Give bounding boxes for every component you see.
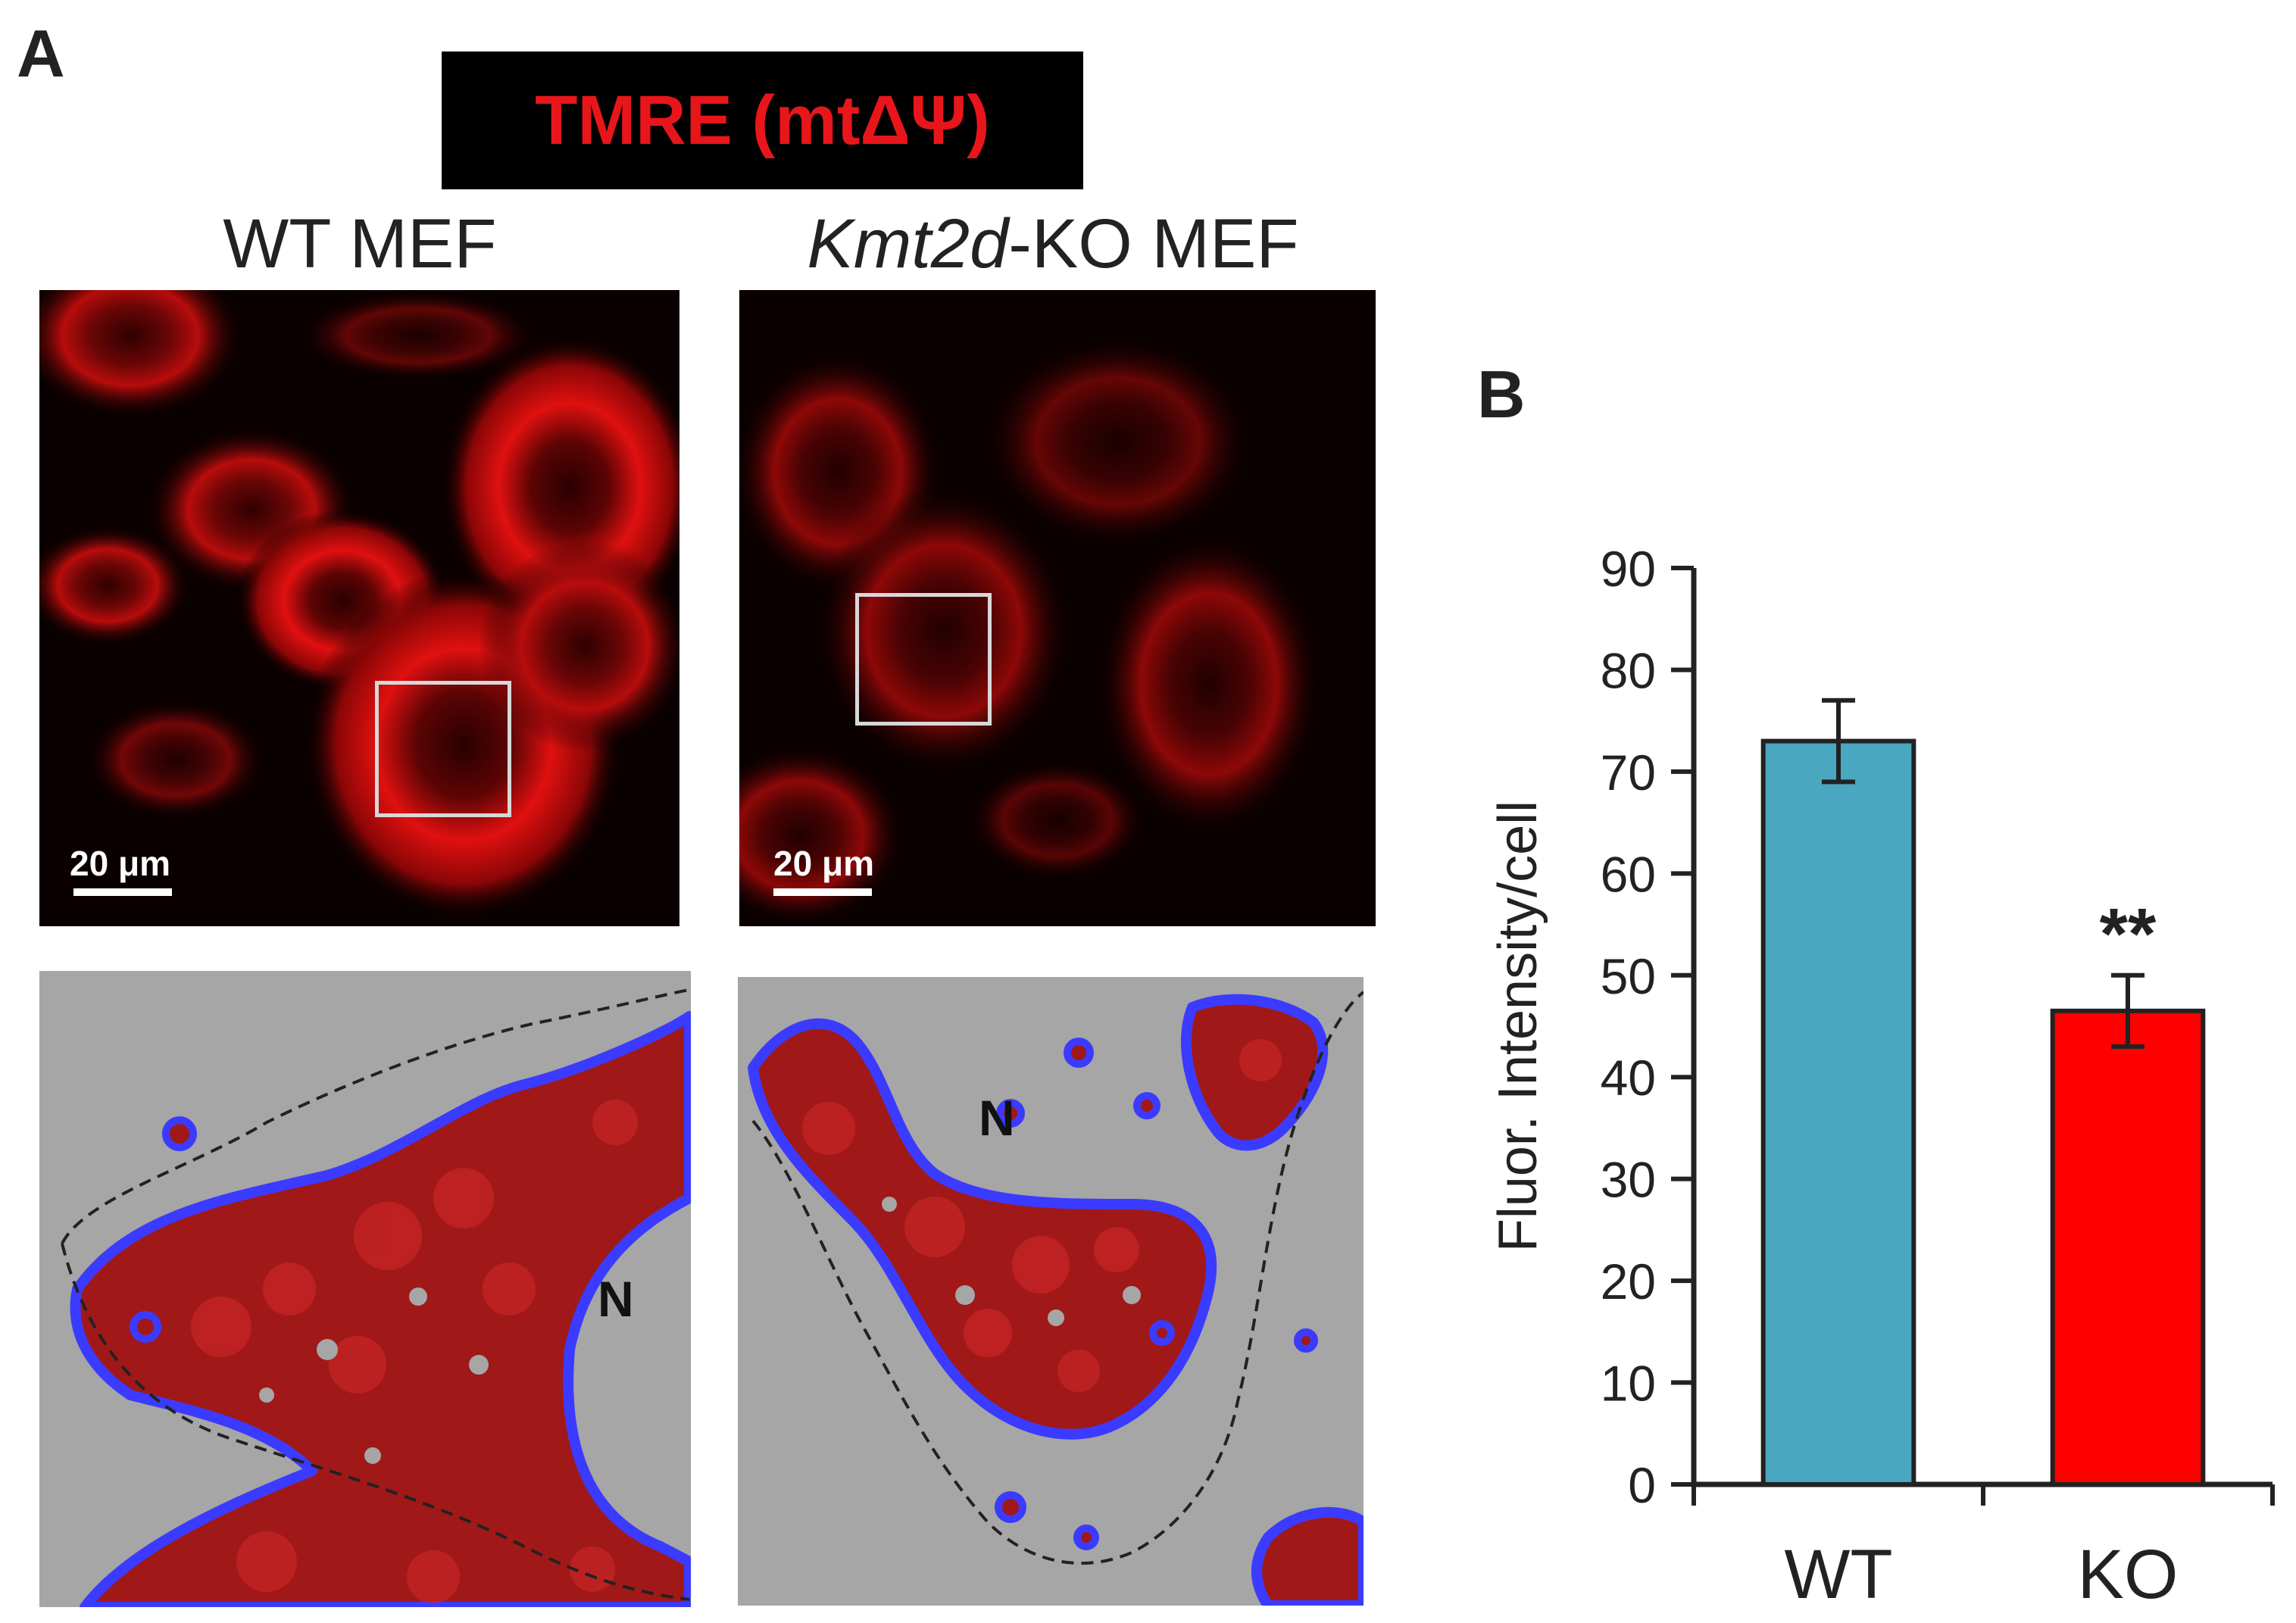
stain-title: TMRE (mtΔΨ) [535, 81, 990, 159]
panel-b-letter: B [1477, 357, 1526, 432]
bar-wt [1760, 738, 1916, 1487]
y-tick-label-9: 90 [1601, 541, 1656, 597]
bar-chart: 0 10 20 30 40 50 60 70 80 90 Fluor. Intensity/cell… [1488, 541, 2275, 1613]
y-tick-label-6: 60 [1601, 846, 1656, 902]
ko-zoom-panel: N [738, 977, 1364, 1606]
stain-title-box: TMRE (mtΔΨ) [442, 51, 1083, 189]
ko-roi-box [855, 593, 992, 726]
wt-micrograph-cells [39, 290, 679, 919]
wt-nucleus-label: N [598, 1271, 634, 1327]
wt-zoom-mitochondria [61, 988, 691, 1607]
ko-zoom-mitochondria [748, 991, 1364, 1606]
y-tick-label-5: 50 [1601, 948, 1656, 1004]
wt-zoom-panel: N [39, 971, 691, 1607]
ko-gene-name: Kmt2d [807, 205, 1009, 282]
bar-ko [2050, 1008, 2206, 1487]
y-tick-label-1: 10 [1601, 1356, 1656, 1412]
ko-scalebar [773, 888, 872, 896]
wt-scalebar-label: 20 μm [70, 844, 170, 883]
x-category-label-ko: KO [2078, 1536, 2179, 1613]
wt-scalebar [73, 888, 172, 896]
ko-column-label: Kmt2d-KO MEF [758, 204, 1348, 284]
y-tick-label-8: 80 [1601, 642, 1656, 698]
ko-scalebar-label: 20 μm [773, 844, 874, 883]
y-tick-label-7: 70 [1601, 744, 1656, 801]
y-axis-label: Fluor. Intensity/cell [1488, 801, 1548, 1252]
ko-micrograph-cells [739, 336, 1323, 926]
y-tick-label-2: 20 [1601, 1253, 1656, 1309]
ko-micrograph: 20 μm [739, 290, 1376, 926]
panel-a-letter: A [17, 16, 65, 91]
significance-marker-ko: ** [2100, 894, 2157, 975]
ko-label-suffix: -KO MEF [1008, 205, 1299, 282]
y-tick-label-0: 0 [1628, 1457, 1656, 1513]
wt-micrograph: 20 μm [39, 290, 679, 926]
ko-nucleus-label: N [979, 1090, 1015, 1146]
wt-roi-box [375, 681, 511, 817]
y-tick-label-4: 40 [1601, 1050, 1656, 1106]
x-category-label-wt: WT [1784, 1536, 1892, 1613]
wt-column-label: WT MEF [223, 205, 497, 282]
y-tick-label-3: 30 [1601, 1152, 1656, 1208]
